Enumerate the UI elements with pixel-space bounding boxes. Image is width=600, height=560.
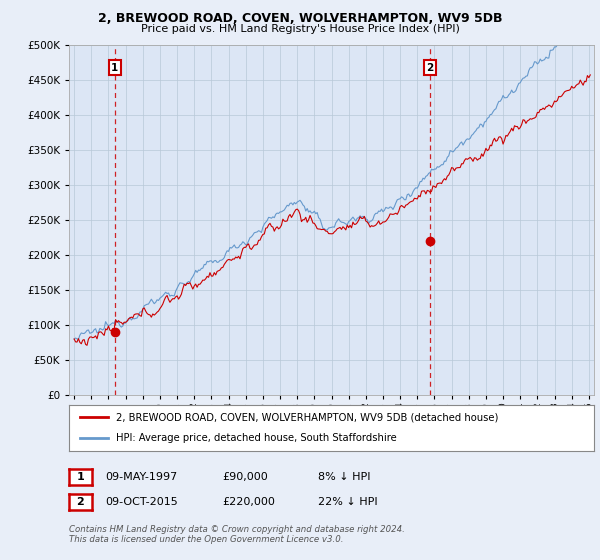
Text: 09-OCT-2015: 09-OCT-2015 bbox=[105, 497, 178, 507]
Text: Contains HM Land Registry data © Crown copyright and database right 2024.: Contains HM Land Registry data © Crown c… bbox=[69, 525, 405, 534]
Text: £90,000: £90,000 bbox=[222, 472, 268, 482]
Text: HPI: Average price, detached house, South Staffordshire: HPI: Average price, detached house, Sout… bbox=[116, 433, 397, 444]
Text: 22% ↓ HPI: 22% ↓ HPI bbox=[318, 497, 377, 507]
Text: £220,000: £220,000 bbox=[222, 497, 275, 507]
Text: 8% ↓ HPI: 8% ↓ HPI bbox=[318, 472, 371, 482]
Text: 2: 2 bbox=[427, 63, 434, 73]
Text: This data is licensed under the Open Government Licence v3.0.: This data is licensed under the Open Gov… bbox=[69, 535, 343, 544]
Text: 2, BREWOOD ROAD, COVEN, WOLVERHAMPTON, WV9 5DB (detached house): 2, BREWOOD ROAD, COVEN, WOLVERHAMPTON, W… bbox=[116, 412, 499, 422]
Text: 09-MAY-1997: 09-MAY-1997 bbox=[105, 472, 177, 482]
Text: 2, BREWOOD ROAD, COVEN, WOLVERHAMPTON, WV9 5DB: 2, BREWOOD ROAD, COVEN, WOLVERHAMPTON, W… bbox=[98, 12, 502, 25]
Text: 1: 1 bbox=[111, 63, 119, 73]
Text: 1: 1 bbox=[77, 472, 84, 482]
Text: 2: 2 bbox=[77, 497, 84, 507]
Text: Price paid vs. HM Land Registry's House Price Index (HPI): Price paid vs. HM Land Registry's House … bbox=[140, 24, 460, 34]
